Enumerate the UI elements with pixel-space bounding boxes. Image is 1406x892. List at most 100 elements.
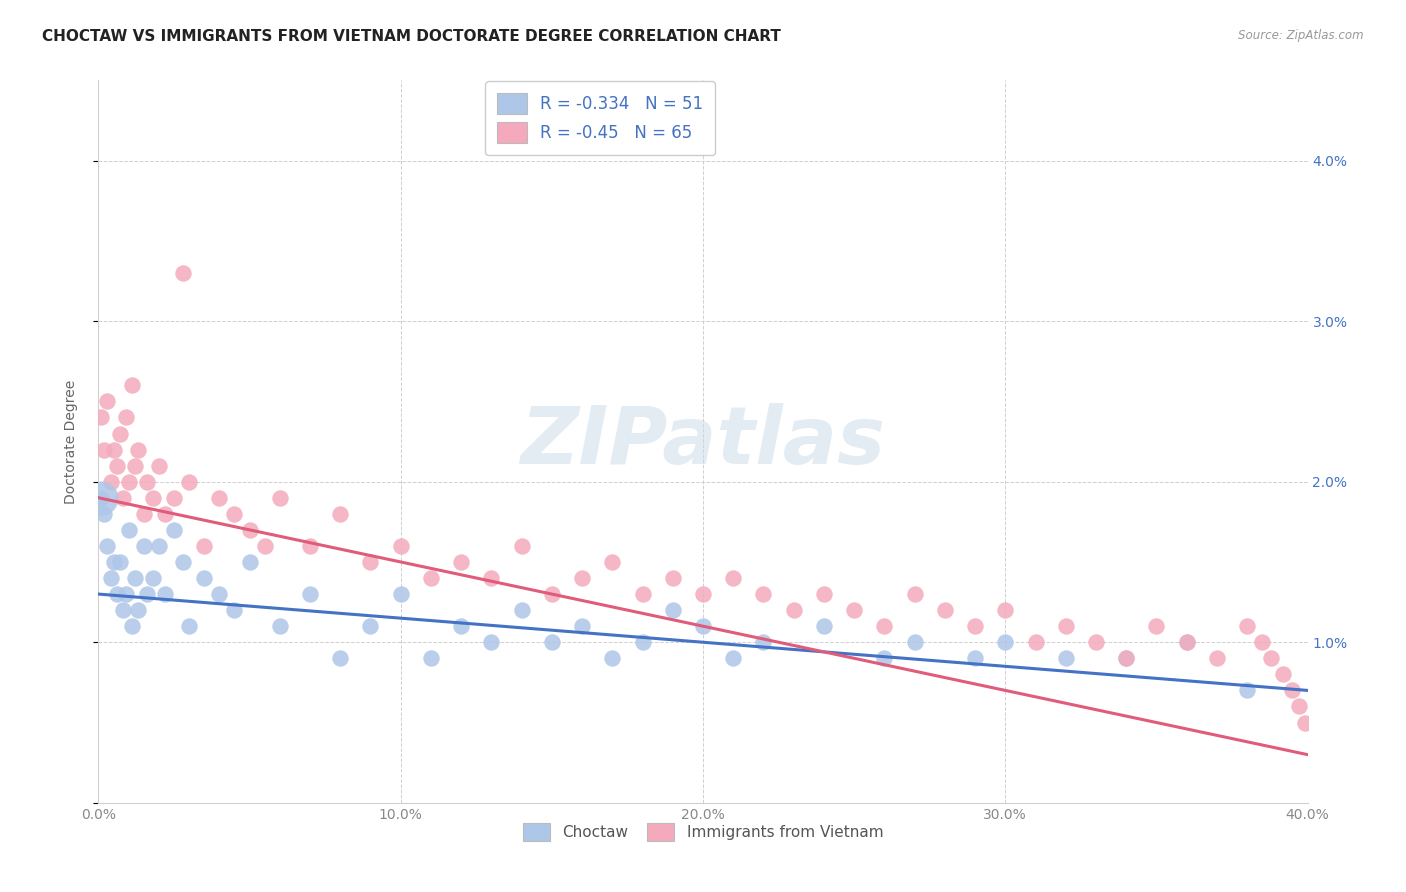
Point [239, 523, 262, 537]
Point [813, 587, 835, 601]
Point [299, 539, 322, 553]
Point [299, 587, 322, 601]
Point [360, 619, 382, 633]
Point [540, 587, 562, 601]
Point [153, 507, 176, 521]
Point [1024, 635, 1046, 649]
Point [420, 651, 443, 665]
Point [631, 587, 654, 601]
Point [103, 555, 125, 569]
Point [481, 635, 503, 649]
Point [723, 651, 745, 665]
Point [135, 587, 157, 601]
Point [873, 651, 896, 665]
Point [389, 539, 412, 553]
Point [114, 587, 136, 601]
Point [118, 475, 141, 489]
Point [148, 458, 170, 473]
Point [193, 571, 215, 585]
Point [108, 555, 131, 569]
Text: Source: ZipAtlas.com: Source: ZipAtlas.com [1239, 29, 1364, 42]
Point [1260, 651, 1282, 665]
Point [1281, 683, 1303, 698]
Point [172, 555, 194, 569]
Text: CHOCTAW VS IMMIGRANTS FROM VIETNAM DOCTORATE DEGREE CORRELATION CHART: CHOCTAW VS IMMIGRANTS FROM VIETNAM DOCTO… [42, 29, 782, 44]
Point [510, 539, 533, 553]
Point [813, 619, 835, 633]
Point [965, 651, 987, 665]
Point [269, 619, 291, 633]
Point [994, 635, 1017, 649]
Point [1236, 619, 1258, 633]
Point [661, 603, 683, 617]
Point [1206, 651, 1229, 665]
Point [602, 555, 624, 569]
Point [692, 587, 714, 601]
Point [148, 539, 170, 553]
Point [934, 603, 956, 617]
Point [142, 571, 165, 585]
Point [90, 491, 112, 505]
Y-axis label: Doctorate Degree: Doctorate Degree [63, 379, 77, 504]
Point [1251, 635, 1274, 649]
Point [239, 555, 262, 569]
Point [100, 571, 122, 585]
Point [783, 603, 806, 617]
Point [163, 523, 186, 537]
Point [389, 587, 412, 601]
Point [450, 619, 472, 633]
Point [96, 394, 118, 409]
Point [540, 635, 562, 649]
Legend: Choctaw, Immigrants from Vietnam: Choctaw, Immigrants from Vietnam [516, 817, 890, 847]
Point [844, 603, 866, 617]
Point [208, 491, 231, 505]
Point [1175, 635, 1198, 649]
Point [121, 378, 143, 392]
Point [1144, 619, 1167, 633]
Point [253, 539, 276, 553]
Point [1115, 651, 1137, 665]
Point [224, 603, 246, 617]
Point [114, 410, 136, 425]
Point [904, 635, 927, 649]
Point [93, 442, 115, 457]
Point [1115, 651, 1137, 665]
Point [111, 491, 134, 505]
Point [752, 587, 775, 601]
Point [93, 507, 115, 521]
Point [1236, 683, 1258, 698]
Point [111, 603, 134, 617]
Point [661, 571, 683, 585]
Point [208, 587, 231, 601]
Point [1272, 667, 1295, 681]
Point [127, 603, 149, 617]
Point [1054, 619, 1077, 633]
Point [90, 491, 112, 505]
Point [193, 539, 215, 553]
Point [224, 507, 246, 521]
Text: ZIPatlas: ZIPatlas [520, 402, 886, 481]
Point [481, 571, 503, 585]
Point [994, 603, 1017, 617]
Point [269, 491, 291, 505]
Point [153, 587, 176, 601]
Point [1085, 635, 1108, 649]
Point [420, 571, 443, 585]
Point [329, 651, 352, 665]
Point [904, 587, 927, 601]
Point [105, 458, 128, 473]
Point [723, 571, 745, 585]
Point [179, 475, 201, 489]
Point [90, 410, 112, 425]
Point [1294, 715, 1316, 730]
Point [179, 619, 201, 633]
Point [132, 539, 155, 553]
Point [510, 603, 533, 617]
Point [100, 475, 122, 489]
Point [103, 442, 125, 457]
Point [127, 442, 149, 457]
Point [172, 266, 194, 280]
Point [1054, 651, 1077, 665]
Point [118, 523, 141, 537]
Point [1175, 635, 1198, 649]
